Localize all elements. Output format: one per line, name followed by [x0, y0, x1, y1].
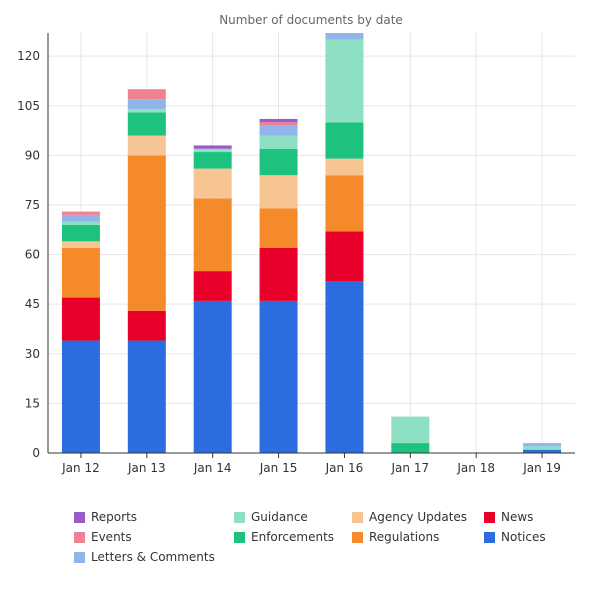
axes: 0 15 30 45 60 75 90 105 120 Jan 12 Jan 13 Jan 14 Jan…	[17, 33, 575, 475]
bar-segment-enforcements	[325, 122, 364, 159]
legend-swatch	[74, 531, 85, 543]
legend-item-agency-updates[interactable]: Agency Updates	[352, 510, 467, 524]
bar-segment-guidance	[61, 221, 100, 225]
legend-item-reports[interactable]: Reports	[74, 510, 137, 524]
bar-segment-news	[259, 247, 298, 301]
y-tick-label: 30	[25, 347, 40, 361]
stacked-bar-chart: Number of documents by date 0 15 30 45 60 75 9…	[17, 13, 575, 475]
bar-segment-agency-updates	[259, 175, 298, 209]
bar-segment-guidance	[523, 446, 562, 450]
x-tick-label: Jan 12	[61, 461, 100, 475]
legend-item-news[interactable]: News	[484, 510, 533, 524]
x-tick-label: Jan 17	[391, 461, 430, 475]
legend-label: Guidance	[251, 510, 308, 524]
legend-swatch	[352, 531, 363, 543]
y-tick-label: 120	[17, 49, 40, 63]
bar-segment-enforcements	[193, 152, 232, 169]
y-tick-label: 0	[32, 446, 40, 460]
bar-segment-events	[61, 211, 100, 215]
bar-segment-regulations	[193, 198, 232, 272]
bar-segment-regulations	[127, 155, 166, 311]
bar-segment-guidance	[193, 148, 232, 153]
bar-segment-enforcements	[127, 112, 166, 136]
bar-segment-letters-comments	[127, 99, 166, 110]
bar-segment-agency-updates	[127, 135, 166, 156]
bar-segment-enforcements	[391, 443, 430, 453]
bar-segment-letters-comments	[523, 443, 562, 447]
bar-segment-guidance	[325, 39, 364, 123]
bar-segment-guidance	[127, 109, 166, 113]
bar-segment-news	[127, 310, 166, 341]
bar-segment-guidance	[259, 135, 298, 149]
bar-segment-notices	[127, 340, 166, 453]
bar-segment-regulations	[325, 175, 364, 232]
legend-swatch	[484, 531, 495, 543]
y-tick-label: 90	[25, 148, 40, 162]
legend-label: Agency Updates	[369, 510, 468, 524]
y-tick-label: 105	[17, 99, 40, 113]
bar-segment-reports	[193, 145, 232, 149]
legend-item-events[interactable]: Events	[74, 530, 132, 544]
legend-label: Reports	[91, 510, 138, 524]
legend-item-enforcements[interactable]: Enforcements	[234, 530, 334, 544]
chart-title: Number of documents by date	[219, 13, 403, 27]
gridlines	[48, 33, 575, 453]
legend-label: Events	[91, 530, 132, 544]
x-tick-label: Jan 15	[259, 461, 298, 475]
legend-label: News	[501, 510, 534, 524]
legend-item-regulations[interactable]: Regulations	[352, 530, 439, 544]
legend-swatch	[74, 551, 85, 563]
legend-swatch	[234, 511, 245, 523]
legend-label: Letters & Comments	[91, 550, 215, 564]
bar-segment-agency-updates	[61, 241, 100, 248]
bar-segment-news	[61, 297, 100, 341]
y-tick-label: 75	[25, 198, 40, 212]
bar-segment-events	[259, 122, 298, 126]
x-tick-label: Jan 14	[193, 461, 232, 475]
bar-segment-news	[325, 231, 364, 282]
legend-swatch	[234, 531, 245, 543]
bar-segment-agency-updates	[193, 168, 232, 199]
bar-segment-notices	[259, 300, 298, 453]
bar-segment-events	[127, 89, 166, 100]
y-tick-label: 60	[25, 248, 40, 262]
legend-swatch	[484, 511, 495, 523]
bar-segment-guidance	[391, 416, 430, 444]
bar-segment-notices	[193, 300, 232, 453]
bar-segment-news	[193, 271, 232, 301]
x-tick-label: Jan 13	[127, 461, 166, 475]
bars	[61, 33, 562, 453]
bar-segment-notices	[325, 281, 364, 453]
x-tick-label: Jan 19	[522, 461, 561, 475]
bar-segment-regulations	[259, 208, 298, 248]
bar-segment-agency-updates	[325, 158, 364, 176]
legend-item-notices[interactable]: Notices	[484, 530, 546, 544]
legend-swatch	[352, 511, 363, 523]
bar-segment-letters-comments	[61, 214, 100, 222]
bar-segment-notices	[523, 449, 562, 453]
legend-swatch	[74, 511, 85, 523]
legend-label: Enforcements	[251, 530, 335, 544]
y-tick-label: 15	[25, 396, 40, 410]
bar-segment-reports	[259, 118, 298, 123]
legend-item-guidance[interactable]: Guidance	[234, 510, 308, 524]
x-tick-label: Jan 16	[325, 461, 364, 475]
legend-item-letters-comments[interactable]: Letters & Comments	[74, 550, 215, 564]
bar-segment-letters-comments	[259, 125, 298, 136]
bar-segment-letters-comments	[325, 33, 364, 40]
bar-segment-notices	[61, 340, 100, 453]
bar-segment-enforcements	[259, 148, 298, 176]
legend-label: Notices	[501, 530, 546, 544]
bar-segment-regulations	[61, 247, 100, 298]
legend-label: Regulations	[369, 530, 440, 544]
x-tick-label: Jan 18	[456, 461, 495, 475]
bar-segment-enforcements	[61, 224, 100, 242]
y-tick-label: 45	[25, 297, 40, 311]
